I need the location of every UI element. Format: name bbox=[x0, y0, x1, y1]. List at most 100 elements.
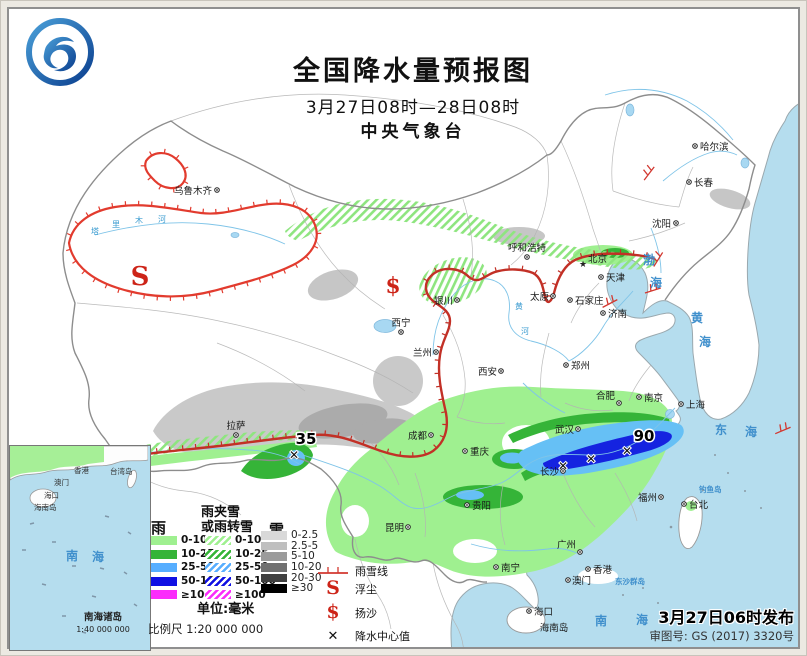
inset-scale: 1:40 000 000 bbox=[76, 625, 130, 634]
city-marker: 石家庄 bbox=[567, 295, 604, 307]
inset-label: 香港 bbox=[74, 465, 89, 475]
legend-rain-row: 0-10 bbox=[151, 535, 222, 545]
city-marker: 拉萨 bbox=[226, 420, 246, 438]
legend-snow-range: ≥30 bbox=[291, 582, 314, 595]
precip-value-label: 90 bbox=[634, 427, 655, 445]
logo-ring bbox=[26, 18, 94, 86]
sea-label: 海 bbox=[636, 612, 648, 627]
city-label: 沈阳 bbox=[652, 218, 671, 230]
legend-sleet-row: 0-10 bbox=[205, 535, 276, 545]
map-scale-label: 比例尺 1:20 000 000 bbox=[148, 622, 264, 636]
legend-sleet-swatch bbox=[205, 563, 231, 573]
city-dot-center bbox=[216, 189, 218, 191]
legend-snow-row: ≥30 bbox=[261, 582, 322, 595]
city-marker: 呼和浩特 bbox=[508, 242, 546, 260]
city-label: 福州 bbox=[638, 492, 657, 504]
river-label: 河 bbox=[521, 326, 529, 336]
dust-area-boundary-north bbox=[144, 152, 187, 190]
legend-sleet-row: ≥100 bbox=[205, 590, 276, 600]
city-marker: 济南 bbox=[600, 308, 627, 320]
city-marker: 上海 bbox=[678, 399, 706, 411]
city-marker: 重庆 bbox=[462, 446, 490, 458]
small-islands bbox=[622, 454, 762, 604]
city-label: 郑州 bbox=[571, 360, 590, 372]
legend-rain-range: ≥100 bbox=[181, 588, 212, 601]
floating-dust-icon: S bbox=[326, 577, 340, 599]
precip-center-label: 降水中心值 bbox=[355, 630, 410, 643]
city-marker: 南宁 bbox=[493, 562, 520, 574]
wind-barb-icon bbox=[602, 294, 618, 308]
city-marker: 天津 bbox=[598, 273, 626, 284]
city-label: 西宁 bbox=[391, 317, 410, 329]
legend-rain-swatch bbox=[151, 576, 177, 586]
city-label: 长沙 bbox=[540, 466, 560, 478]
dust-area-boundary-north-ticks bbox=[140, 148, 189, 193]
city-label: 海口 bbox=[534, 606, 553, 618]
cma-logo bbox=[25, 17, 95, 87]
city-label: 成都 bbox=[408, 430, 428, 442]
city-dot-center bbox=[600, 276, 602, 278]
city-marker: 南京 bbox=[636, 392, 663, 404]
city-label: 澳门 bbox=[572, 575, 591, 587]
blowing-sand-label: 扬沙 bbox=[355, 606, 377, 620]
city-marker: ★ 北京 bbox=[579, 253, 607, 270]
city-label: 台北 bbox=[689, 499, 709, 511]
inset-label: 海口 bbox=[44, 490, 59, 500]
city-dot-center bbox=[552, 295, 554, 297]
rain-snow-line-label: 雨雪线 bbox=[355, 565, 388, 578]
sea-label: 海 bbox=[745, 424, 757, 439]
wind-barb-icon bbox=[774, 422, 791, 435]
rain-snow-line-icon bbox=[317, 565, 349, 577]
precip-center-mark: ✕ bbox=[558, 459, 568, 473]
agency-name: 中央气象台 bbox=[360, 122, 466, 142]
precip-center-mark: ✕ bbox=[289, 448, 299, 462]
city-dot-center bbox=[680, 403, 682, 405]
legend-rain-range: 10-25 bbox=[181, 547, 215, 560]
city-label: 昆明 bbox=[385, 523, 404, 534]
city-marker: 海南岛 bbox=[540, 622, 569, 634]
legend-sleet-row: 10-25 bbox=[205, 549, 276, 559]
city-dot-center bbox=[683, 503, 685, 505]
city-label: 南京 bbox=[644, 392, 663, 404]
inset-label: 海 bbox=[92, 549, 104, 564]
city-label: 哈尔滨 bbox=[700, 141, 729, 153]
city-marker: 贵阳 bbox=[464, 500, 491, 512]
city-dot-center bbox=[400, 331, 402, 333]
page-title: 全国降水量预报图 bbox=[293, 56, 533, 87]
city-label: 石家庄 bbox=[575, 295, 604, 307]
legend-rain-swatch bbox=[151, 590, 177, 600]
city-dot-center bbox=[569, 299, 571, 301]
city-dot-center bbox=[618, 402, 620, 404]
sea-label: 钓鱼岛 bbox=[699, 484, 722, 494]
legend-precip-center: ✕ 降水中心值 bbox=[317, 628, 410, 644]
city-dot-center bbox=[528, 610, 530, 612]
publish-time: 3月27日06时发布 bbox=[658, 608, 794, 627]
inset-island-dashes bbox=[22, 515, 138, 634]
city-dot-center bbox=[456, 299, 458, 301]
inset-islands-title: 南海诸岛 bbox=[84, 611, 122, 623]
city-marker: 哈尔滨 bbox=[692, 141, 729, 153]
inset-label: 海南岛 bbox=[34, 502, 57, 512]
river-label: 黄 bbox=[515, 301, 523, 311]
dust-symbols: S $ bbox=[131, 262, 401, 299]
legend-sleet-swatch bbox=[205, 536, 231, 545]
forecast-period: 3月27日08时—28日08时 bbox=[305, 98, 521, 118]
legend-snow-range: 10-20 bbox=[291, 561, 322, 574]
legend-snow-swatch bbox=[261, 552, 287, 561]
precip-value-annotations: 35 90 bbox=[294, 426, 656, 450]
city-label: 乌鲁木齐 bbox=[174, 185, 213, 197]
legend-sleet-range: 25-50 bbox=[235, 561, 269, 574]
city-marker: 沈阳 bbox=[652, 218, 679, 230]
city-label: 香港 bbox=[593, 564, 613, 576]
city-label: 西安 bbox=[478, 366, 497, 378]
legend-snow-row: 0-2.5 bbox=[261, 530, 322, 540]
precip-center-marks: ✕ ✕ ✕ ✕ bbox=[288, 443, 633, 474]
sea-label: 黄 bbox=[691, 310, 703, 325]
legend-snow-range: 2.5-5 bbox=[291, 539, 319, 552]
city-marker: 合肥 bbox=[596, 390, 622, 406]
sea-label: 东沙群岛 bbox=[615, 576, 645, 586]
city-label: 天津 bbox=[606, 273, 626, 284]
city-marker: 昆明 bbox=[385, 523, 411, 534]
legend-sleet-header-1: 雨夹雪 bbox=[201, 505, 241, 520]
